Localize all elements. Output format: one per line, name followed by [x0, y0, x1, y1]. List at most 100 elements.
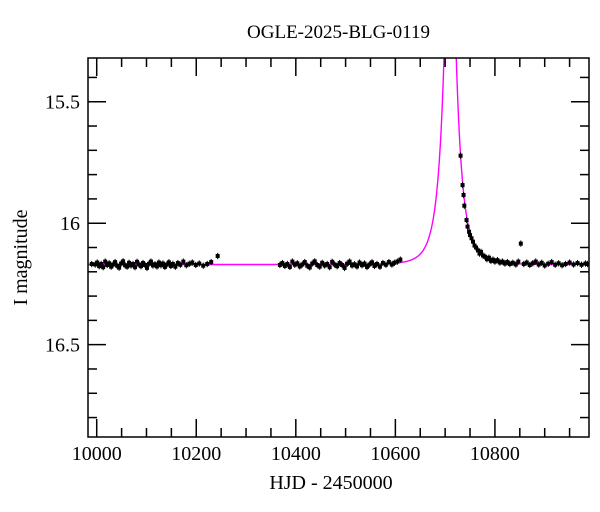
x-tick-label: 10200 — [171, 443, 221, 465]
data-point-marker — [389, 262, 394, 267]
x-tick-label: 10800 — [470, 443, 520, 465]
data-point — [340, 261, 345, 269]
data-points-layer — [89, 152, 589, 272]
data-point-marker — [117, 265, 122, 270]
data-point — [502, 260, 507, 267]
data-point-marker — [209, 260, 214, 265]
data-point-marker — [465, 224, 470, 229]
data-point-marker — [560, 263, 565, 268]
data-point-marker — [164, 262, 169, 267]
data-point-marker — [585, 262, 589, 267]
data-point-marker — [500, 259, 505, 264]
data-point-marker — [342, 265, 347, 270]
data-point — [310, 260, 315, 267]
data-point — [335, 263, 340, 270]
data-point — [377, 263, 382, 270]
data-point-marker — [386, 260, 391, 265]
y-tick-label: 15.5 — [45, 92, 80, 114]
data-point-marker — [160, 261, 165, 266]
data-point-marker — [111, 262, 116, 267]
data-point-marker — [516, 259, 521, 264]
data-point — [398, 256, 403, 263]
data-point — [215, 252, 220, 260]
data-point-marker — [162, 264, 167, 269]
data-point — [297, 263, 302, 270]
data-point-marker — [280, 261, 285, 266]
data-point-marker — [156, 260, 161, 265]
data-point — [295, 260, 300, 267]
data-point-marker — [539, 260, 544, 265]
y-axis-label: I magnitude — [10, 209, 32, 305]
data-point-marker — [193, 262, 198, 267]
data-point — [571, 261, 576, 268]
data-point — [178, 261, 183, 268]
data-point — [193, 261, 198, 269]
data-point — [342, 264, 347, 272]
data-point — [322, 262, 327, 269]
data-point-marker — [383, 262, 388, 267]
data-point-marker — [352, 262, 357, 267]
data-point-marker — [190, 260, 195, 265]
data-point — [462, 202, 467, 209]
data-point-marker — [461, 193, 466, 198]
data-point — [372, 262, 377, 270]
data-point-marker — [497, 260, 502, 265]
data-point-marker — [201, 263, 206, 268]
data-point — [205, 260, 210, 268]
data-point-marker — [377, 264, 382, 269]
data-point — [513, 261, 518, 268]
plot-title: OGLE-2025-BLG-0119 — [247, 22, 430, 43]
data-point-marker — [502, 261, 507, 266]
data-point-marker — [332, 262, 337, 267]
data-point — [530, 260, 535, 267]
data-point-marker — [510, 260, 515, 265]
plot-frame — [87, 57, 590, 438]
data-point — [362, 260, 367, 267]
data-point-marker — [184, 263, 189, 268]
data-point — [553, 261, 558, 268]
data-point-marker — [467, 229, 472, 234]
data-point-marker — [320, 260, 325, 265]
data-point — [201, 262, 206, 269]
data-point-marker — [300, 262, 305, 267]
data-point — [320, 259, 325, 266]
data-point-marker — [575, 261, 580, 266]
data-point — [542, 262, 547, 269]
data-point — [392, 259, 397, 266]
data-point — [277, 261, 282, 269]
data-point — [357, 259, 362, 266]
data-point — [505, 258, 510, 266]
data-point — [367, 261, 372, 268]
data-point-marker — [142, 262, 147, 267]
data-point-marker — [119, 261, 124, 266]
data-point-marker — [103, 259, 108, 264]
data-point — [360, 262, 365, 269]
data-point — [290, 258, 295, 265]
data-point-marker — [571, 262, 576, 267]
data-point — [395, 258, 400, 265]
data-point-marker — [282, 263, 287, 268]
data-point — [209, 258, 214, 266]
data-point-marker — [315, 262, 320, 267]
data-point — [507, 260, 512, 268]
data-point — [325, 260, 330, 268]
data-point-marker — [295, 261, 300, 266]
data-point-marker — [139, 264, 144, 269]
data-point-marker — [458, 153, 463, 158]
data-point — [332, 261, 337, 268]
data-point-marker — [345, 261, 350, 266]
data-point-marker — [144, 265, 149, 270]
data-point — [144, 264, 149, 272]
data-point-marker — [127, 260, 132, 265]
data-point-marker — [302, 260, 307, 265]
data-point — [524, 259, 529, 266]
data-point — [374, 260, 379, 268]
data-point — [350, 262, 355, 269]
data-point — [386, 258, 391, 266]
data-point — [175, 259, 180, 267]
data-point-marker — [205, 262, 210, 267]
data-point-marker — [317, 264, 322, 269]
data-point-marker — [292, 262, 297, 267]
data-point-marker — [505, 260, 510, 265]
